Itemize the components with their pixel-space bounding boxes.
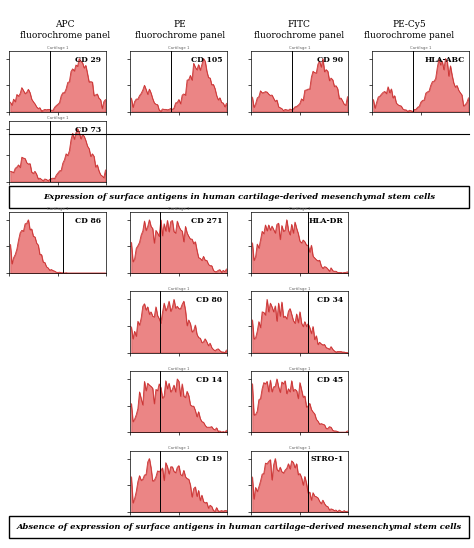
Title: Cartilage 1: Cartilage 1 (168, 446, 190, 450)
Text: CD 45: CD 45 (317, 376, 344, 384)
Title: Cartilage 1: Cartilage 1 (410, 46, 432, 50)
Title: Cartilage 1: Cartilage 1 (289, 46, 310, 50)
Title: Cartilage 1: Cartilage 1 (168, 46, 190, 50)
Text: APC
fluorochrome panel: APC fluorochrome panel (19, 20, 109, 39)
Title: Cartilage 1: Cartilage 1 (168, 207, 190, 212)
Text: Expression of surface antigens in human cartilage-derived mesenchymal stem cells: Expression of surface antigens in human … (43, 193, 436, 201)
Text: CD 14: CD 14 (196, 376, 222, 384)
Text: CD 80: CD 80 (196, 296, 222, 304)
Text: CD 86: CD 86 (75, 216, 101, 225)
Title: Cartilage 1: Cartilage 1 (47, 116, 69, 120)
Text: CD 19: CD 19 (196, 455, 222, 464)
Title: Cartilage 1: Cartilage 1 (168, 367, 190, 370)
Text: PE-Cy5
fluorochrome panel: PE-Cy5 fluorochrome panel (365, 20, 455, 39)
Title: Cartilage 1: Cartilage 1 (47, 207, 69, 212)
Title: Cartilage 1: Cartilage 1 (289, 207, 310, 212)
Text: HLA-ABC: HLA-ABC (424, 55, 465, 64)
Text: CD 271: CD 271 (191, 216, 222, 225)
Text: Absence of expression of surface antigens in human cartilage-derived mesenchymal: Absence of expression of surface antigen… (17, 523, 462, 531)
Text: CD 73: CD 73 (75, 125, 101, 134)
Title: Cartilage 1: Cartilage 1 (289, 446, 310, 450)
Text: CD 34: CD 34 (317, 296, 344, 304)
Title: Cartilage 1: Cartilage 1 (168, 287, 190, 291)
Title: Cartilage 1: Cartilage 1 (289, 367, 310, 370)
Text: HLA-DR: HLA-DR (309, 216, 344, 225)
Text: CD 90: CD 90 (317, 55, 344, 64)
Text: CD 29: CD 29 (75, 55, 101, 64)
Title: Cartilage 1: Cartilage 1 (289, 287, 310, 291)
Text: PE
fluorochrome panel: PE fluorochrome panel (135, 20, 225, 39)
Text: STRO-1: STRO-1 (310, 455, 344, 464)
Text: FITC
fluorochrome panel: FITC fluorochrome panel (254, 20, 344, 39)
Text: CD 105: CD 105 (191, 55, 222, 64)
Title: Cartilage 1: Cartilage 1 (47, 46, 69, 50)
